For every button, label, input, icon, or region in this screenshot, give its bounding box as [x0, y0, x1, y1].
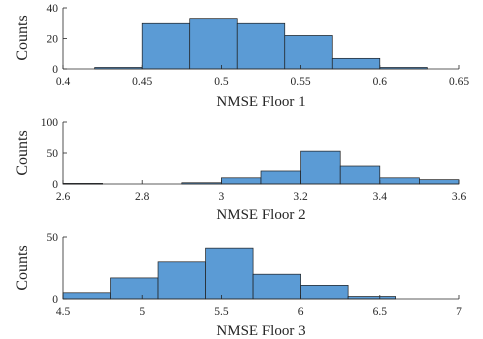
x-tick-label: 2.8	[135, 191, 150, 203]
y-tick-label: 40	[47, 3, 59, 15]
x-tick-label: 7	[456, 306, 462, 318]
histogram-bar	[110, 277, 159, 300]
y-tick-label: 100	[41, 117, 59, 129]
histogram-bar	[379, 177, 420, 185]
x-tick-label: 2.6	[56, 191, 71, 203]
x-tick-label: 0.55	[291, 76, 311, 88]
histogram-bar	[141, 22, 191, 70]
x-tick-label: 6	[298, 306, 304, 318]
x-tick-label: 5.5	[214, 306, 229, 318]
x-tick-label: 0.5	[214, 76, 229, 88]
histogram-panel-floor-3: 4.5 5 5.5 6 6.5 7 0 50 NMSE Floor 3 Counts	[14, 232, 462, 339]
x-axis-label: NMSE Floor 1	[216, 94, 305, 110]
x-tick-label: 6.5	[373, 306, 388, 318]
y-axis-label: Counts	[14, 130, 31, 175]
y-tick-label: 0	[52, 64, 58, 76]
histogram-bar	[62, 292, 111, 300]
y-tick-label: 0	[52, 294, 58, 306]
histogram-bar	[189, 18, 238, 70]
histogram-bar	[300, 285, 349, 300]
histogram-bar	[300, 150, 341, 185]
histogram-bar	[236, 22, 286, 70]
histogram-bar	[419, 179, 460, 185]
y-axis-label: Counts	[14, 245, 31, 290]
x-axis-label: NMSE Floor 3	[216, 323, 305, 339]
x-tick-label: 5	[139, 306, 145, 318]
x-tick-label: 3.6	[452, 191, 467, 203]
y-axis-label: Counts	[14, 15, 31, 60]
y-tick-label: 50	[47, 232, 59, 244]
x-tick-label: 0.4	[56, 76, 71, 88]
histogram-bar	[252, 273, 301, 300]
x-tick-label: 0.6	[373, 76, 388, 88]
x-tick-label: 0.65	[449, 76, 469, 88]
histogram-bar	[157, 261, 206, 300]
y-tick-label: 20	[47, 34, 59, 46]
histogram-bar	[260, 170, 301, 185]
histogram-bar	[205, 247, 254, 300]
x-tick-label: 4.5	[56, 306, 71, 318]
histogram-panel-floor-2: 2.6 2.8 3 3.2 3.4 3.6 0 50 100 NMSE Floor 2 Counts	[14, 117, 466, 223]
x-tick-label: 3.4	[373, 191, 388, 203]
histogram-bar	[221, 177, 262, 185]
x-tick-label: 0.45	[132, 76, 152, 88]
histogram-bar	[339, 165, 381, 185]
histogram-panel-floor-1: 0.4 0.45 0.5 0.55 0.6 0.65 0 20 40 NMSE Floor 1 Co…	[14, 3, 469, 110]
x-tick-label: 3.2	[293, 191, 308, 203]
x-tick-label: 3	[219, 191, 225, 203]
histogram-bar	[331, 57, 381, 70]
y-tick-label: 0	[52, 179, 58, 191]
x-axis-label: NMSE Floor 2	[216, 207, 305, 223]
y-tick-label: 50	[47, 148, 59, 160]
histogram-bar	[284, 35, 333, 70]
